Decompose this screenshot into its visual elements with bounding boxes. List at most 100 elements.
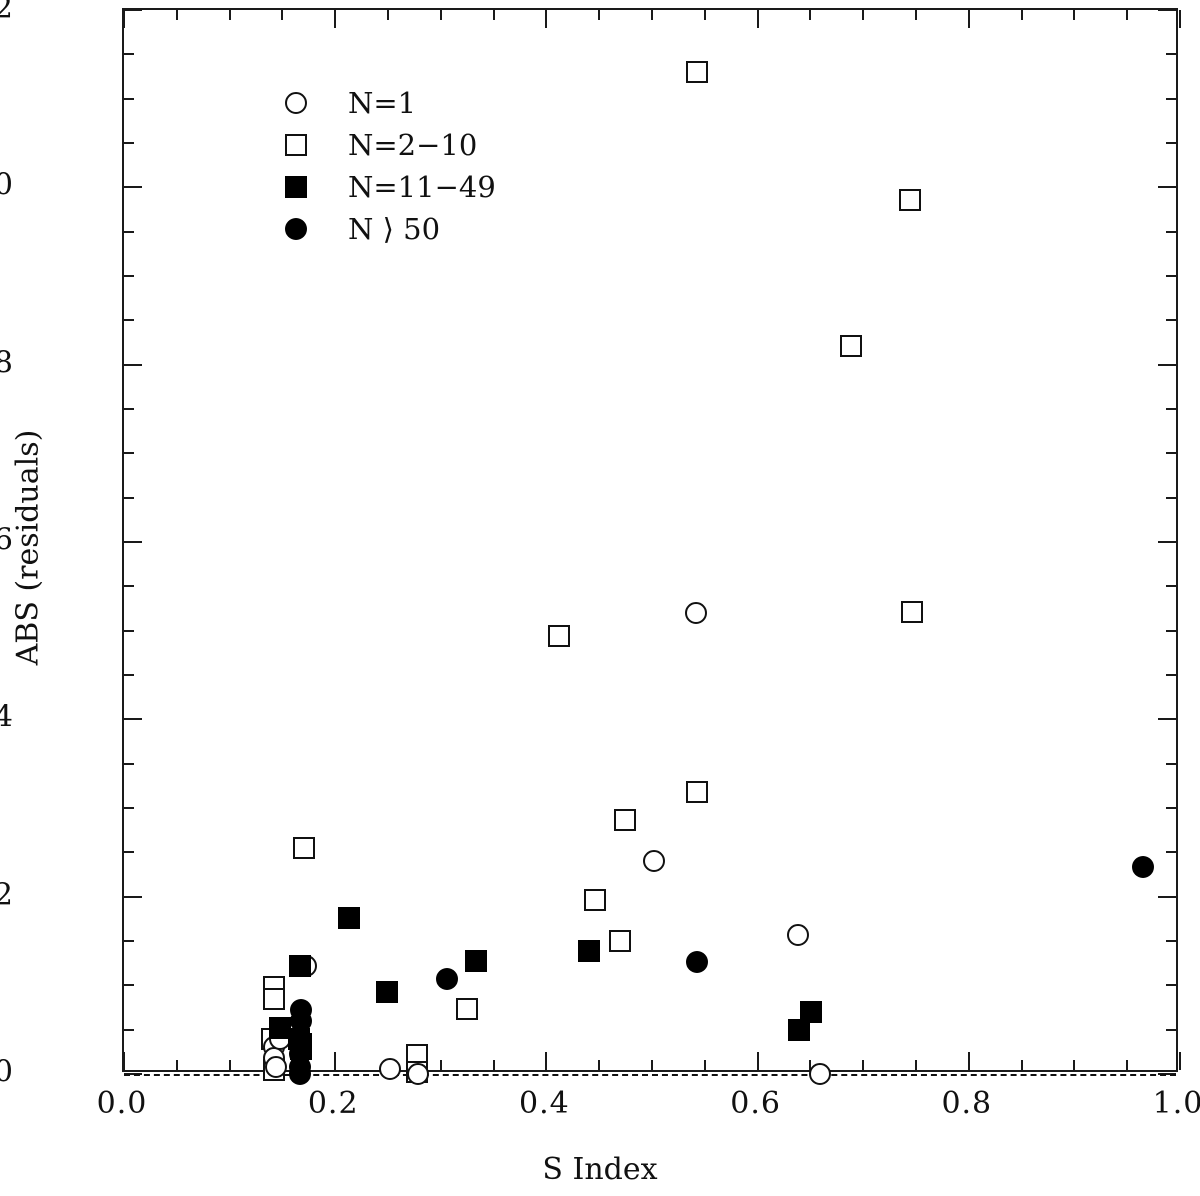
x-tick-top — [545, 10, 548, 28]
data-point-open-circle — [685, 601, 708, 624]
y-tick — [124, 1028, 134, 1031]
x-tick-top — [1126, 10, 1129, 20]
y-tick-right — [1158, 718, 1176, 721]
x-tick — [651, 1060, 653, 1070]
y-tick — [124, 984, 134, 987]
y-tick-right — [1166, 940, 1176, 942]
y-tick-right — [1166, 452, 1176, 455]
x-tick — [439, 1060, 442, 1070]
x-tick-top — [334, 10, 337, 28]
y-tick-label: 0.12 — [0, 0, 14, 26]
filled-circle-icon — [285, 218, 307, 240]
data-point-filled-circle — [1132, 856, 1155, 879]
x-tick — [175, 1060, 178, 1070]
y-tick-right — [1158, 895, 1176, 898]
x-tick-top — [1179, 10, 1181, 28]
x-tick-label: 0.2 — [307, 1086, 359, 1121]
data-point-open-square — [292, 836, 315, 859]
x-tick-top — [703, 10, 706, 20]
y-tick-right — [1166, 807, 1176, 809]
x-tick-label: 0.4 — [519, 1086, 570, 1121]
x-tick-label: 1.0 — [1152, 1086, 1200, 1121]
open-square-icon — [285, 134, 307, 156]
x-tick — [1073, 1060, 1076, 1070]
x-tick — [1126, 1060, 1129, 1070]
y-tick-label: 0.06 — [0, 522, 14, 558]
y-tick-right — [1166, 496, 1176, 499]
x-tick-top — [598, 10, 601, 20]
x-tick-top — [1020, 10, 1023, 20]
legend-entry: N ⟩ 50 — [274, 208, 604, 250]
y-tick — [124, 895, 142, 898]
filled-square-icon — [285, 176, 307, 198]
data-point-filled-circle — [686, 951, 709, 974]
data-point-open-square — [456, 998, 479, 1021]
legend-entry-label: N=1 — [348, 86, 417, 120]
legend-entry-label: N=2−10 — [348, 128, 478, 162]
y-tick-label: 0.08 — [0, 345, 14, 381]
data-point-open-square — [609, 930, 632, 952]
data-point-filled-square — [337, 906, 360, 929]
legend: N=1 N=2−10 N=11−49 N ⟩ 50 — [274, 82, 604, 250]
y-tick-right — [1166, 275, 1176, 277]
data-point-open-square — [548, 624, 571, 647]
data-point-open-circle — [406, 1063, 429, 1085]
y-tick — [124, 585, 134, 588]
y-tick — [124, 275, 134, 277]
x-tick — [123, 1052, 125, 1070]
y-tick-right — [1158, 9, 1176, 11]
data-point-open-circle — [265, 1055, 288, 1078]
y-tick-right — [1166, 1028, 1176, 1031]
x-tick-label: 0.8 — [941, 1086, 993, 1121]
data-point-filled-square — [800, 1000, 823, 1023]
x-tick-top — [387, 10, 389, 20]
x-tick — [1020, 1060, 1023, 1070]
data-point-open-square — [900, 601, 923, 624]
x-tick-top — [439, 10, 442, 20]
x-tick-top — [281, 10, 284, 20]
data-point-open-square — [898, 188, 921, 211]
y-tick — [124, 851, 134, 854]
data-point-open-square — [262, 987, 285, 1010]
x-tick — [492, 1060, 495, 1070]
y-tick-right — [1166, 97, 1176, 100]
x-tick-top — [756, 10, 759, 28]
y-tick — [124, 940, 134, 942]
data-point-filled-square — [269, 1016, 292, 1039]
x-tick — [915, 1060, 917, 1070]
data-point-open-circle — [379, 1057, 402, 1080]
legend-entry: N=11−49 — [274, 166, 604, 208]
y-tick-label: 0.02 — [0, 877, 14, 913]
legend-entry-label: N ⟩ 50 — [348, 212, 441, 246]
y-tick-right — [1166, 984, 1176, 987]
y-tick — [124, 408, 134, 410]
y-tick-right — [1158, 541, 1176, 543]
y-axis-title: ABS (residuals) — [10, 429, 46, 666]
data-point-filled-square — [375, 981, 398, 1004]
x-tick-top — [123, 10, 125, 28]
data-point-open-square — [686, 781, 709, 804]
y-tick-right — [1166, 851, 1176, 854]
x-tick — [228, 1060, 231, 1070]
y-tick — [124, 762, 134, 765]
x-tick-top — [862, 10, 865, 20]
x-tick — [598, 1060, 601, 1070]
data-point-filled-square — [577, 939, 600, 962]
x-tick — [545, 1052, 548, 1070]
x-tick — [756, 1052, 759, 1070]
y-tick-label: 0.10 — [0, 167, 14, 203]
x-tick — [809, 1060, 812, 1070]
y-tick-right — [1166, 319, 1176, 322]
y-tick — [124, 363, 142, 366]
zero-reference-line — [124, 1074, 1176, 1076]
plot-area: N=1 N=2−10 N=11−49 N ⟩ 50 — [122, 8, 1181, 1085]
y-tick — [124, 541, 142, 543]
x-tick-top — [651, 10, 653, 20]
data-point-open-square — [613, 808, 636, 831]
y-tick — [124, 97, 134, 100]
y-tick-label: 0.00 — [0, 1054, 14, 1090]
x-tick-top — [1073, 10, 1076, 20]
x-tick — [334, 1052, 337, 1070]
y-tick-right — [1166, 142, 1176, 144]
